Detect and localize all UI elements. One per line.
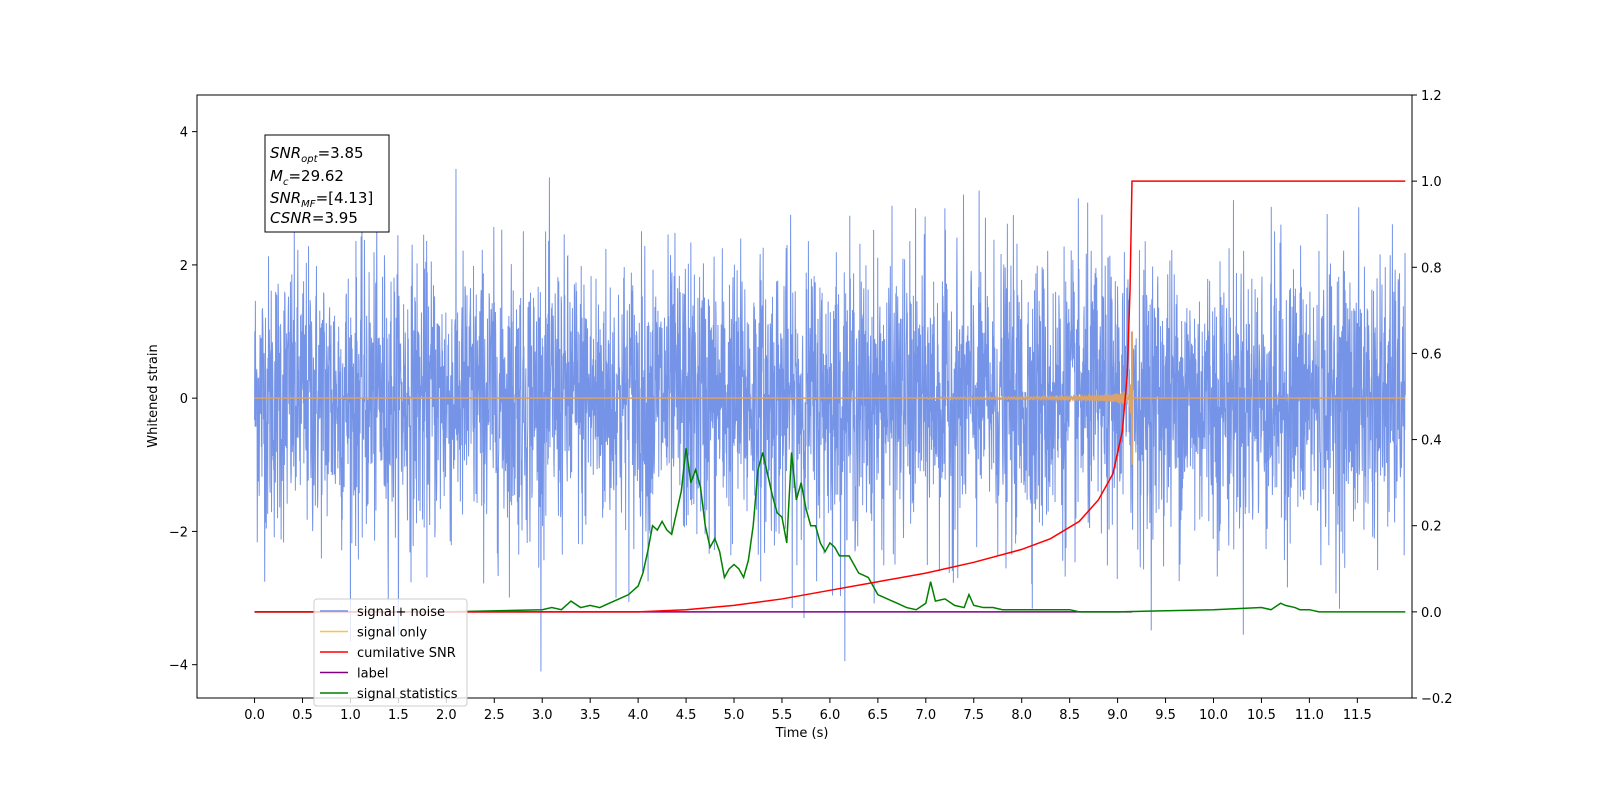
x-tick-label: 8.0 — [1011, 708, 1032, 723]
legend-label: signal+ noise — [357, 605, 445, 620]
x-tick-label: 11.5 — [1343, 708, 1372, 723]
right-y-tick-label: 1.0 — [1421, 175, 1442, 190]
x-tick-label: 3.0 — [532, 708, 553, 723]
x-tick-label: 1.0 — [340, 708, 361, 723]
snr-mf-stat: SNRMF=[4.13] — [270, 189, 373, 210]
legend-label: signal only — [357, 626, 427, 641]
x-tick-label: 7.0 — [915, 708, 936, 723]
x-tick-label: 2.5 — [484, 708, 505, 723]
x-tick-label: 2.0 — [436, 708, 457, 723]
legend: signal+ noise signal only cumilative SNR la… — [313, 598, 468, 707]
x-tick-label: 10.5 — [1247, 708, 1276, 723]
x-tick-label: 5.5 — [772, 708, 793, 723]
x-tick-label: 6.0 — [820, 708, 841, 723]
x-tick-label: 4.5 — [676, 708, 697, 723]
snr-opt-stat: SNRopt=3.85 — [270, 144, 364, 165]
x-axis-ticks: 0.0 0.5 1.0 1.5 2.0 2.5 3.0 3.5 4.0 4.5 5.0 5.5 6.0 6… — [244, 698, 1372, 723]
right-y-tick-label: 0.0 — [1421, 606, 1442, 621]
x-axis-label: Time (s) — [775, 726, 829, 741]
x-tick-label: 7.5 — [963, 708, 984, 723]
right-y-tick-label: 0.6 — [1421, 347, 1442, 362]
x-tick-label: 9.5 — [1155, 708, 1176, 723]
cumulative-snr-series — [254, 180, 1406, 613]
left-y-tick-label: 2 — [180, 259, 188, 274]
y-axis-label: Whitened strain — [146, 344, 161, 447]
left-y-tick-label: 4 — [180, 126, 188, 141]
x-tick-label: 6.5 — [868, 708, 889, 723]
csnr-stat: CSNR=3.95 — [270, 209, 358, 227]
signal-statistics-line — [254, 448, 1406, 613]
x-tick-label: 0.0 — [244, 708, 265, 723]
x-tick-label: 8.5 — [1059, 708, 1080, 723]
x-tick-label: 4.0 — [628, 708, 649, 723]
right-y-tick-label: 0.8 — [1421, 261, 1442, 276]
stats-box: SNRopt=3.85 Mc=29.62 SNRMF=[4.13] CSNR=3… — [264, 134, 390, 233]
x-tick-label: 1.5 — [388, 708, 409, 723]
x-tick-label: 0.5 — [292, 708, 313, 723]
right-y-axis-ticks: −0.2 0.0 0.2 0.4 0.6 0.8 1.0 1.2 — [1412, 89, 1453, 707]
chirp-mass-stat: Mc=29.62 — [270, 167, 344, 188]
left-y-tick-label: −2 — [169, 525, 188, 540]
right-y-tick-label: 0.4 — [1421, 434, 1442, 449]
x-tick-label: 5.0 — [724, 708, 745, 723]
signal-statistics-series — [254, 448, 1406, 613]
signal-only-line — [254, 384, 1406, 418]
cumulative-snr-line — [254, 180, 1406, 613]
x-tick-label: 3.5 — [580, 708, 601, 723]
signal-only-series — [254, 331, 1406, 465]
x-tick-label: 11.0 — [1295, 708, 1324, 723]
legend-label: label — [357, 667, 388, 682]
signal-noise-series — [254, 169, 1406, 672]
legend-label: cumilative SNR — [357, 646, 456, 661]
right-y-tick-label: −0.2 — [1421, 692, 1453, 707]
x-tick-label: 9.0 — [1107, 708, 1128, 723]
right-y-tick-label: 1.2 — [1421, 89, 1442, 104]
signal-noise-line — [254, 169, 1406, 672]
x-tick-label: 10.0 — [1199, 708, 1228, 723]
legend-label: signal statistics — [357, 687, 458, 702]
left-y-axis-ticks: −4 −2 0 2 4 — [169, 126, 197, 674]
axes-frame — [196, 94, 1413, 699]
left-y-tick-label: 0 — [180, 392, 188, 407]
left-y-tick-label: −4 — [169, 659, 188, 674]
right-y-tick-label: 0.2 — [1421, 520, 1442, 535]
